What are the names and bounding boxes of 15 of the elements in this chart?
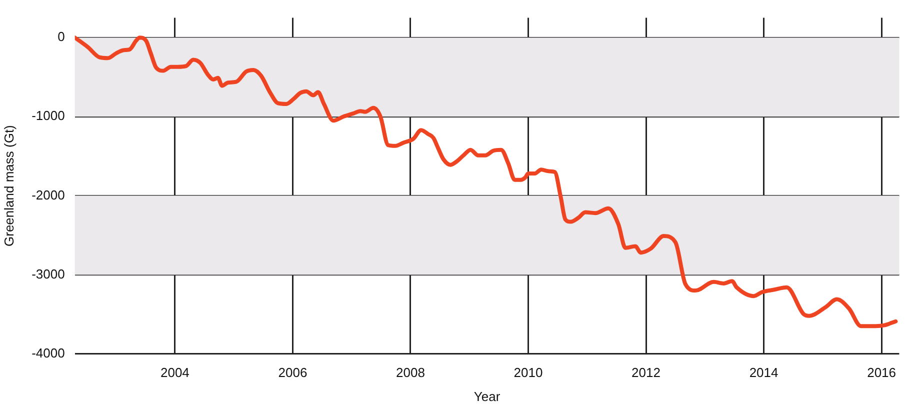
y-axis-title: Greenland mass (Gt) [1, 125, 16, 246]
x-tick-label: 2004 [160, 365, 190, 380]
y-tick-label: -4000 [32, 345, 65, 360]
x-tick-label: 2010 [514, 365, 543, 380]
x-tick-label: 2016 [867, 365, 896, 380]
y-tick-label: -1000 [32, 108, 65, 124]
x-axis-title: Year [474, 388, 501, 404]
y-tick-label: 0 [58, 29, 65, 44]
line-series [74, 36, 898, 328]
x-tick-label: 2006 [278, 365, 308, 380]
x-tick-label: 2012 [632, 365, 660, 380]
y-tick-label: -2000 [32, 187, 65, 202]
y-tick-label: -3000 [32, 266, 65, 282]
x-tick-label: 2014 [749, 365, 778, 380]
x-tick-label: 2008 [396, 365, 425, 380]
